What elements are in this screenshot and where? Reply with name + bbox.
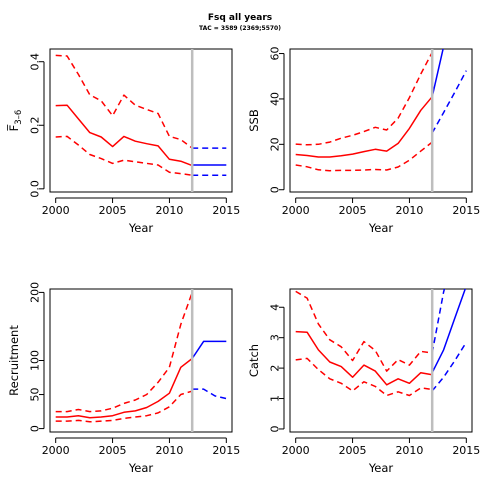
recruitment-y-tick-label: 100 xyxy=(29,350,42,371)
catch-x-tick-label: 2000 xyxy=(282,444,310,457)
catch-y-axis-label-main: Catch xyxy=(247,344,261,377)
recruitment-y-axis-label-main: Recruitment xyxy=(7,325,21,396)
ssb-plot-frame xyxy=(289,48,473,193)
catch-historic-lower-line xyxy=(295,357,433,397)
recruitment-projection-lower-line xyxy=(192,388,227,400)
recruitment-projection-median-line xyxy=(191,340,227,359)
fbar-series-group xyxy=(55,54,227,176)
catch-series-group xyxy=(295,289,467,397)
recruitment-y-tick-label: 50 xyxy=(29,388,42,402)
catch-panel: 2000 2005 2010 2015 Year 0 1 2 3 4 Catch xyxy=(247,288,480,475)
fbar-plot-frame xyxy=(49,48,233,193)
recruitment-plot-frame xyxy=(49,288,233,433)
ssb-x-tick-label: 2010 xyxy=(395,204,423,217)
ssb-y-tick-label: 0 xyxy=(269,186,282,193)
recruitment-x-axis-label: Year xyxy=(128,461,154,475)
ssb-series-group xyxy=(295,49,467,172)
recruitment-historic-median-line xyxy=(55,357,193,419)
catch-historic-upper-line xyxy=(295,290,433,372)
recruitment-panel: 2000 2005 2010 2015 Year 0 50 100 200 Recruitment xyxy=(7,282,240,475)
recruitment-y-axis-label: Recruitment xyxy=(7,325,21,396)
recruitment-y-axis: 0 50 100 200 xyxy=(29,282,45,432)
ssb-x-tick-label: 2000 xyxy=(282,204,310,217)
ssb-x-axis-label: Year xyxy=(368,221,394,235)
recruitment-y-tick-label: 200 xyxy=(29,282,42,303)
fbar-y-axis-label-main: F̅ xyxy=(6,124,21,132)
catch-x-tick-label: 2015 xyxy=(452,444,480,457)
catch-x-tick-label: 2005 xyxy=(339,444,367,457)
fbar-x-tick-label: 2010 xyxy=(155,204,183,217)
ssb-x-axis: 2000 2005 2010 2015 xyxy=(282,197,480,217)
ssb-historic-median-line xyxy=(295,96,433,158)
recruitment-x-tick-label: 2000 xyxy=(42,444,70,457)
catch-y-tick-label: 2 xyxy=(269,365,282,372)
fbar-historic-lower-line xyxy=(55,135,193,176)
ssb-historic-lower-line xyxy=(295,141,433,172)
fbar-y-tick-label: 0.2 xyxy=(29,117,42,134)
catch-projection-median-line xyxy=(431,289,467,374)
fbar-y-tick-label: 0.4 xyxy=(29,53,42,71)
fbar-x-axis: 2000 2005 2010 2015 xyxy=(42,197,240,217)
recruitment-historic-lower-line xyxy=(55,390,193,423)
recruitment-x-tick-label: 2015 xyxy=(212,444,240,457)
fbar-y-tick-label: 0.0 xyxy=(29,180,42,198)
ssb-projection-median-line xyxy=(431,49,444,97)
ssb-y-axis-label: SSB xyxy=(247,109,261,132)
ssb-y-tick-label: 40 xyxy=(269,92,282,106)
catch-y-axis-label: Catch xyxy=(247,344,261,377)
ssb-panel: 2000 2005 2010 2015 Year 0 20 40 60 SSB xyxy=(247,47,480,235)
fbar-x-tick-label: 2005 xyxy=(99,204,127,217)
recruitment-x-tick-label: 2010 xyxy=(155,444,183,457)
fbar-x-axis-label: Year xyxy=(128,221,154,235)
catch-projection-lower-line xyxy=(431,341,467,392)
catch-projection-upper-line xyxy=(431,289,446,354)
figure-subtitle: TAC = 3589 (2369;5570) xyxy=(199,25,281,32)
catch-y-tick-label: 4 xyxy=(269,304,282,311)
fbar-panel: 2000 2005 2010 2015 Year 0.0 0.2 0.4 F̅3–6 xyxy=(6,48,240,235)
figure-title: Fsq all years xyxy=(208,13,272,23)
catch-y-tick-label: 1 xyxy=(269,395,282,402)
recruitment-series-group xyxy=(55,292,227,423)
catch-plot-frame xyxy=(289,288,473,433)
catch-historic-median-line xyxy=(295,330,433,386)
recruitment-y-tick-label: 0 xyxy=(29,425,42,432)
fbar-historic-upper-line xyxy=(55,54,193,149)
ssb-y-tick-label: 20 xyxy=(269,137,282,151)
ssb-projection-lower-line xyxy=(431,70,467,134)
catch-x-axis-label: Year xyxy=(368,461,394,475)
fbar-y-axis-label: F̅3–6 xyxy=(6,110,24,132)
fbar-y-axis-label-subscript: 3–6 xyxy=(14,110,24,125)
fbar-y-axis: 0.0 0.2 0.4 xyxy=(29,53,45,198)
catch-y-tick-label: 0 xyxy=(269,425,282,432)
catch-y-axis: 0 1 2 3 4 xyxy=(269,304,285,432)
recruitment-x-tick-label: 2005 xyxy=(99,444,127,457)
ssb-y-axis-label-main: SSB xyxy=(247,109,261,132)
fbar-historic-median-line xyxy=(55,104,193,167)
ssb-y-tick-label: 60 xyxy=(269,47,282,61)
ssb-historic-upper-line xyxy=(295,52,433,146)
fbar-x-tick-label: 2015 xyxy=(212,204,240,217)
recruitment-x-axis: 2000 2005 2010 2015 xyxy=(42,437,240,457)
recruitment-historic-upper-line xyxy=(55,292,193,413)
catch-x-tick-label: 2010 xyxy=(395,444,423,457)
catch-y-tick-label: 3 xyxy=(269,334,282,341)
ssb-x-tick-label: 2005 xyxy=(339,204,367,217)
ssb-y-axis: 0 20 40 60 xyxy=(269,47,285,193)
catch-x-axis: 2000 2005 2010 2015 xyxy=(282,437,480,457)
ssb-x-tick-label: 2015 xyxy=(452,204,480,217)
fbar-x-tick-label: 2000 xyxy=(42,204,70,217)
